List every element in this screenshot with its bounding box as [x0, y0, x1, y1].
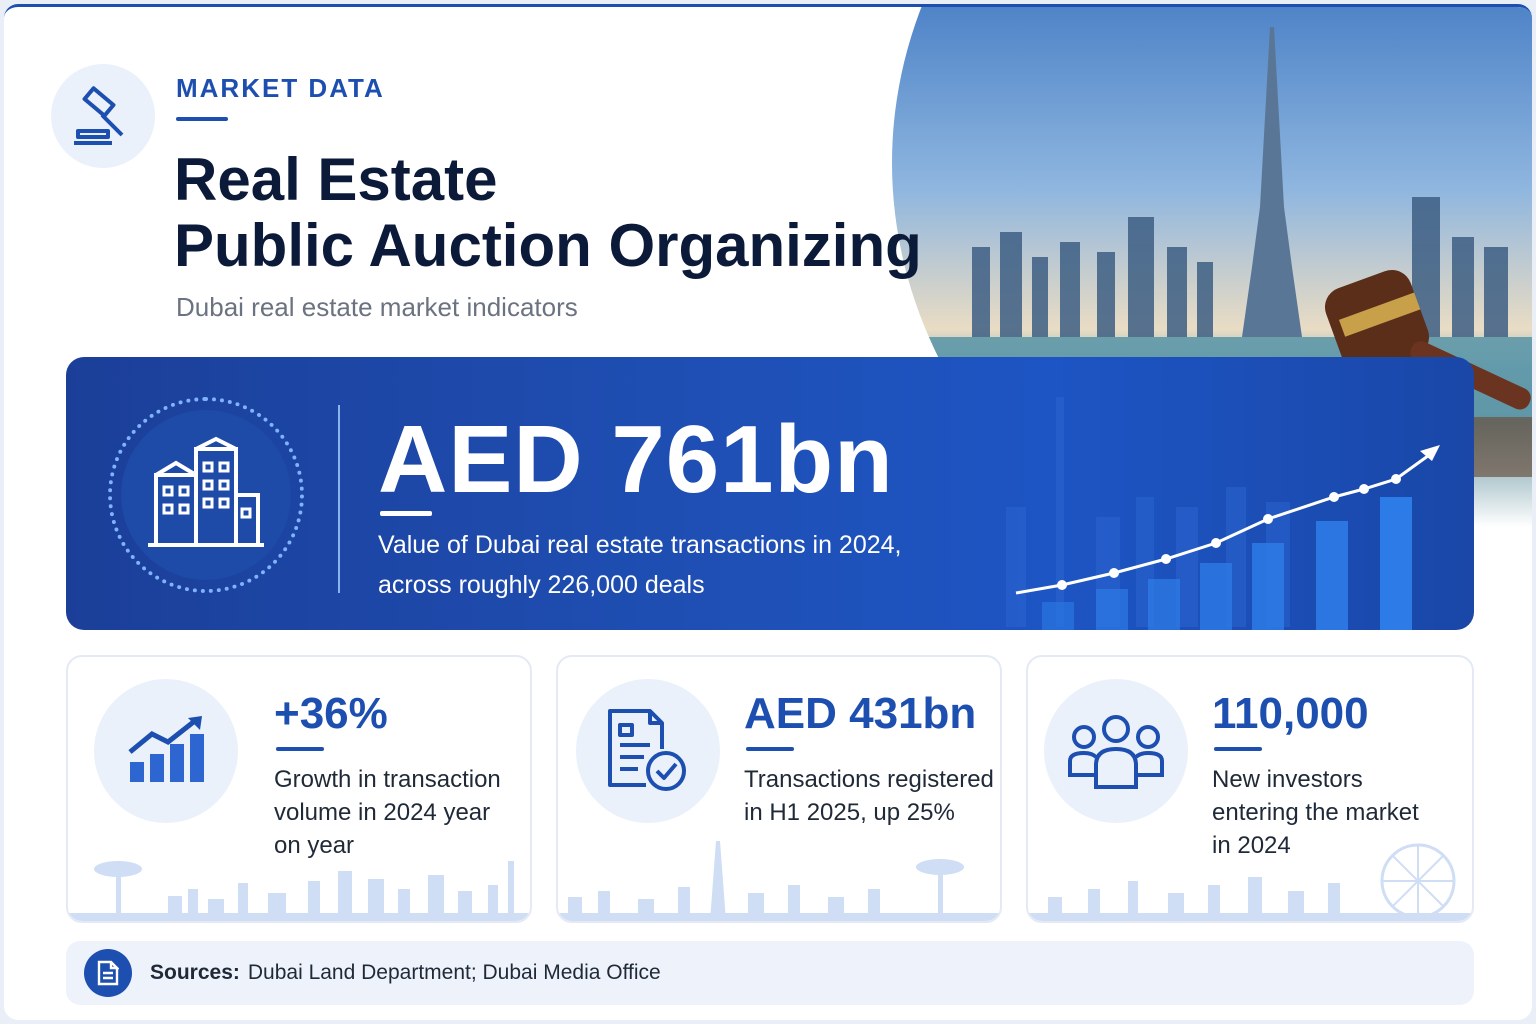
ferris-wheel-skyline-decoration [1028, 843, 1472, 921]
sources-text: Dubai Land Department; Dubai Media Offic… [247, 961, 661, 984]
infographic-page: MARKET DATA Real Estate Public Auction O… [4, 4, 1532, 1020]
document-check-icon [576, 679, 720, 823]
buildings-icon [148, 436, 264, 547]
highlight-desc-line-2: across roughly 226,000 deals [378, 571, 705, 599]
stat-desc-growth: Growth in transaction volume in 2024 yea… [274, 763, 524, 862]
sources-bar: Sources: Dubai Land Department; Dubai Me… [66, 941, 1474, 1005]
document-icon [84, 949, 132, 997]
buildings-icon-ring [108, 397, 304, 593]
stat-underline [276, 747, 324, 751]
stat-card-h1-2025: AED 431bn Transactions registered in H1 … [556, 655, 1002, 923]
stat-desc-line: New investors [1212, 766, 1363, 793]
stat-underline [746, 747, 794, 751]
highlight-banner: AED 761bn Value of Dubai real estate tra… [66, 357, 1474, 630]
kicker-underline [176, 117, 228, 121]
people-icon [1044, 679, 1188, 823]
highlight-desc-line-1: Value of Dubai real estate transactions … [378, 531, 902, 559]
stat-desc-line: in H1 2025, up 25% [744, 799, 955, 826]
stat-card-growth: +36% Growth in transaction volume in 202… [66, 655, 532, 923]
burj-skyline-decoration [558, 841, 1000, 921]
section-kicker: MARKET DATA [176, 73, 385, 103]
stat-desc-line: entering the market [1212, 799, 1419, 826]
highlight-description: Value of Dubai real estate transactions … [378, 525, 998, 605]
banner-divider [338, 405, 340, 593]
stat-desc-line: in 2024 [1212, 832, 1291, 859]
stat-underline [1214, 747, 1262, 751]
title-line-2: Public Auction Organizing [174, 212, 922, 279]
highlight-underline [380, 511, 432, 516]
growth-trend-graphic [1006, 397, 1440, 630]
stat-desc-line: on year [274, 832, 355, 859]
palm-skyline-decoration [68, 861, 530, 921]
title-line-1: Real Estate [174, 146, 498, 213]
page-subtitle: Dubai real estate market indicators [176, 292, 578, 322]
stat-desc-line: volume in 2024 year [274, 799, 491, 826]
stat-desc-line: Growth in transaction [274, 766, 501, 793]
stat-card-investors: 110,000 New investors entering the marke… [1026, 655, 1474, 923]
sources-label: Sources: [150, 961, 240, 984]
stat-desc-investors: New investors entering the market in 202… [1212, 763, 1452, 862]
page-title: Real Estate Public Auction Organizing [174, 147, 934, 279]
stat-desc-line: Transactions registered [744, 766, 994, 793]
stat-desc-h1-2025: Transactions registered in H1 2025, up 2… [744, 763, 994, 829]
stat-value-investors: 110,000 [1212, 689, 1369, 738]
stat-value-growth: +36% [274, 689, 388, 738]
stat-value-h1-2025: AED 431bn [744, 689, 977, 738]
gavel-icon [51, 64, 155, 168]
growth-chart-icon [94, 679, 238, 823]
highlight-value: AED 761bn [378, 406, 894, 513]
